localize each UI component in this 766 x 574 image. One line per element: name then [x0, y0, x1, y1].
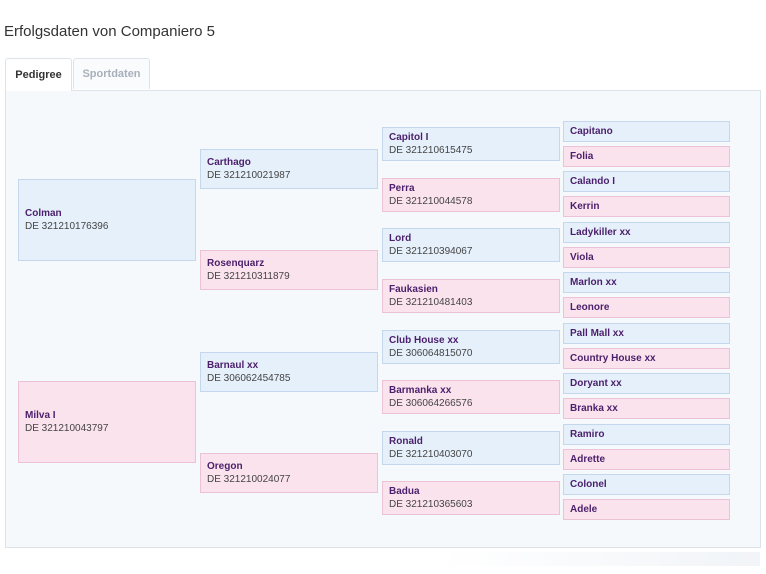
horse-reg-number: DE 321210043797 — [25, 423, 109, 434]
horse-reg-number: DE 321210176396 — [25, 221, 109, 232]
pedigree-dam[interactable]: Milva I DE 321210043797 — [18, 381, 196, 463]
horse-name: Adele — [570, 504, 598, 515]
horse-reg-number: DE 321210021987 — [207, 170, 291, 181]
pedigree-gen4-item[interactable]: Doryant xx — [563, 373, 730, 394]
pedigree-panel: Colman DE 321210176396 Milva I DE 321210… — [5, 90, 761, 548]
horse-name: Marlon xx — [570, 277, 617, 288]
horse-name: Ronald — [389, 436, 423, 447]
pedigree-gen3-item[interactable]: Ronald DE 321210403070 — [382, 431, 560, 465]
horse-reg-number: DE 321210481403 — [389, 297, 473, 308]
horse-name: Capitano — [570, 126, 613, 137]
pedigree-gen4-item[interactable]: Folia — [563, 146, 730, 167]
horse-reg-number: DE 306064266576 — [389, 398, 473, 409]
pedigree-gen3-item[interactable]: Perra DE 321210044578 — [382, 178, 560, 212]
pedigree-gen3-item[interactable]: Barmanka xx DE 306064266576 — [382, 380, 560, 414]
horse-name: Barnaul xx — [207, 360, 259, 371]
horse-name: Barmanka xx — [389, 385, 452, 396]
horse-name: Club House xx — [389, 335, 459, 346]
pedigree-gen4-item[interactable]: Adrette — [563, 449, 730, 470]
horse-name: Doryant xx — [570, 378, 622, 389]
pedigree-gen3-item[interactable]: Badua DE 321210365603 — [382, 481, 560, 515]
horse-name: Lord — [389, 233, 412, 244]
pedigree-gen4-item[interactable]: Kerrin — [563, 196, 730, 217]
horse-reg-number: DE 321210403070 — [389, 449, 473, 460]
pedigree-gen4-item[interactable]: Branka xx — [563, 398, 730, 419]
tab-pedigree[interactable]: Pedigree — [5, 58, 72, 91]
horse-name: Colonel — [570, 479, 607, 490]
pedigree-sire[interactable]: Colman DE 321210176396 — [18, 179, 196, 261]
horse-name: Carthago — [207, 157, 251, 168]
horse-reg-number: DE 321210394067 — [389, 246, 473, 257]
footer-fade — [440, 552, 760, 566]
horse-name: Country House xx — [570, 353, 656, 364]
pedigree-gen4-item[interactable]: Country House xx — [563, 348, 730, 369]
horse-name: Capitol I — [389, 132, 429, 143]
pedigree-gen3-item[interactable]: Capitol I DE 321210615475 — [382, 127, 560, 161]
pedigree-gen4-item[interactable]: Calando I — [563, 171, 730, 192]
horse-name: Kerrin — [570, 201, 600, 212]
pedigree-gen4-item[interactable]: Colonel — [563, 474, 730, 495]
horse-reg-number: DE 321210044578 — [389, 196, 473, 207]
horse-name: Viola — [570, 252, 594, 263]
pedigree-gen2-item[interactable]: Oregon DE 321210024077 — [200, 453, 378, 493]
horse-name: Perra — [389, 183, 415, 194]
horse-reg-number: DE 321210365603 — [389, 499, 473, 510]
pedigree-gen4-item[interactable]: Ladykiller xx — [563, 222, 730, 243]
horse-name: Rosenquarz — [207, 258, 265, 269]
tab-sportdaten[interactable]: Sportdaten — [73, 58, 150, 89]
horse-reg-number: DE 321210311879 — [207, 271, 290, 282]
horse-name: Ladykiller xx — [570, 227, 631, 238]
pedigree-gen2-item[interactable]: Rosenquarz DE 321210311879 — [200, 250, 378, 290]
horse-name: Pall Mall xx — [570, 328, 624, 339]
pedigree-gen2-item[interactable]: Carthago DE 321210021987 — [200, 149, 378, 189]
horse-name: Badua — [389, 486, 420, 497]
pedigree-gen3-item[interactable]: Lord DE 321210394067 — [382, 228, 560, 262]
pedigree-gen3-item[interactable]: Club House xx DE 306064815070 — [382, 330, 560, 364]
horse-name: Colman — [25, 208, 62, 219]
pedigree-gen2-item[interactable]: Barnaul xx DE 306062454785 — [200, 352, 378, 392]
horse-name: Milva I — [25, 410, 56, 421]
horse-reg-number: DE 321210024077 — [207, 474, 291, 485]
pedigree-gen4-item[interactable]: Viola — [563, 247, 730, 268]
pedigree-gen4-item[interactable]: Pall Mall xx — [563, 323, 730, 344]
pedigree-gen4-item[interactable]: Adele — [563, 499, 730, 520]
horse-name: Adrette — [570, 454, 606, 465]
horse-name: Ramiro — [570, 429, 605, 440]
horse-reg-number: DE 306064815070 — [389, 348, 473, 359]
horse-name: Folia — [570, 151, 594, 162]
pedigree-gen4-item[interactable]: Ramiro — [563, 424, 730, 445]
pedigree-gen4-item[interactable]: Leonore — [563, 297, 730, 318]
horse-name: Leonore — [570, 302, 610, 313]
horse-name: Calando I — [570, 176, 616, 187]
horse-name: Oregon — [207, 461, 243, 472]
horse-name: Branka xx — [570, 403, 618, 414]
horse-name: Faukasien — [389, 284, 438, 295]
pedigree-gen4-item[interactable]: Capitano — [563, 121, 730, 142]
pedigree-gen3-item[interactable]: Faukasien DE 321210481403 — [382, 279, 560, 313]
page-title: Erfolgsdaten von Companiero 5 — [4, 23, 215, 40]
horse-reg-number: DE 306062454785 — [207, 373, 291, 384]
horse-reg-number: DE 321210615475 — [389, 145, 473, 156]
pedigree-gen4-item[interactable]: Marlon xx — [563, 272, 730, 293]
